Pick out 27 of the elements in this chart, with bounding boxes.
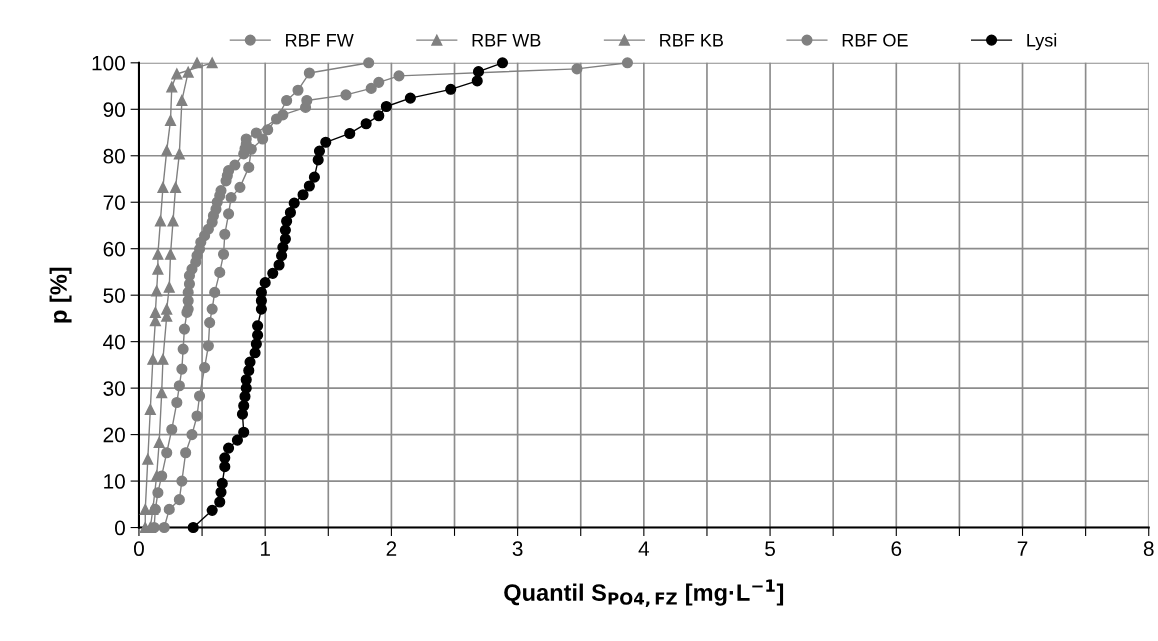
y-tick-label: 20 — [103, 427, 125, 443]
x-tick-label: 1 — [260, 541, 270, 556]
legend-label: Lysi — [1027, 33, 1057, 51]
y-tick-label: 60 — [103, 241, 125, 257]
legend-label: RBF KB — [660, 34, 723, 47]
legend-label: RBF FW — [286, 34, 354, 47]
x-tick-label: 6 — [891, 541, 902, 557]
y-tick-label: 100 — [92, 55, 125, 71]
y-tick-label: 80 — [103, 148, 125, 164]
x-tick-label: 0 — [133, 541, 144, 557]
legend-label: RBF OE — [842, 33, 908, 47]
x-tick-label: 8 — [1143, 541, 1154, 557]
x-tick-label: 4 — [638, 541, 650, 556]
legend-label: RBF WB — [472, 34, 541, 47]
x-tick-label: 2 — [386, 541, 397, 556]
y-tick-label: 30 — [103, 381, 125, 396]
y-tick-label: 70 — [103, 195, 125, 210]
y-tick-label: 40 — [103, 334, 125, 350]
x-axis-title: Quantil S$_{PO4,FZ}$ [mg·L$^{−1}$] — [504, 579, 784, 607]
y-axis-title: p [%] — [49, 267, 72, 323]
y-tick-label: 90 — [103, 102, 125, 118]
y-tick-label: 50 — [103, 288, 125, 303]
y-tick-label: 0 — [114, 520, 125, 536]
x-tick-label: 7 — [1017, 541, 1028, 556]
x-tick-label: 5 — [765, 541, 775, 557]
y-tick-label: 10 — [104, 474, 125, 489]
x-tick-label: 3 — [512, 541, 523, 557]
